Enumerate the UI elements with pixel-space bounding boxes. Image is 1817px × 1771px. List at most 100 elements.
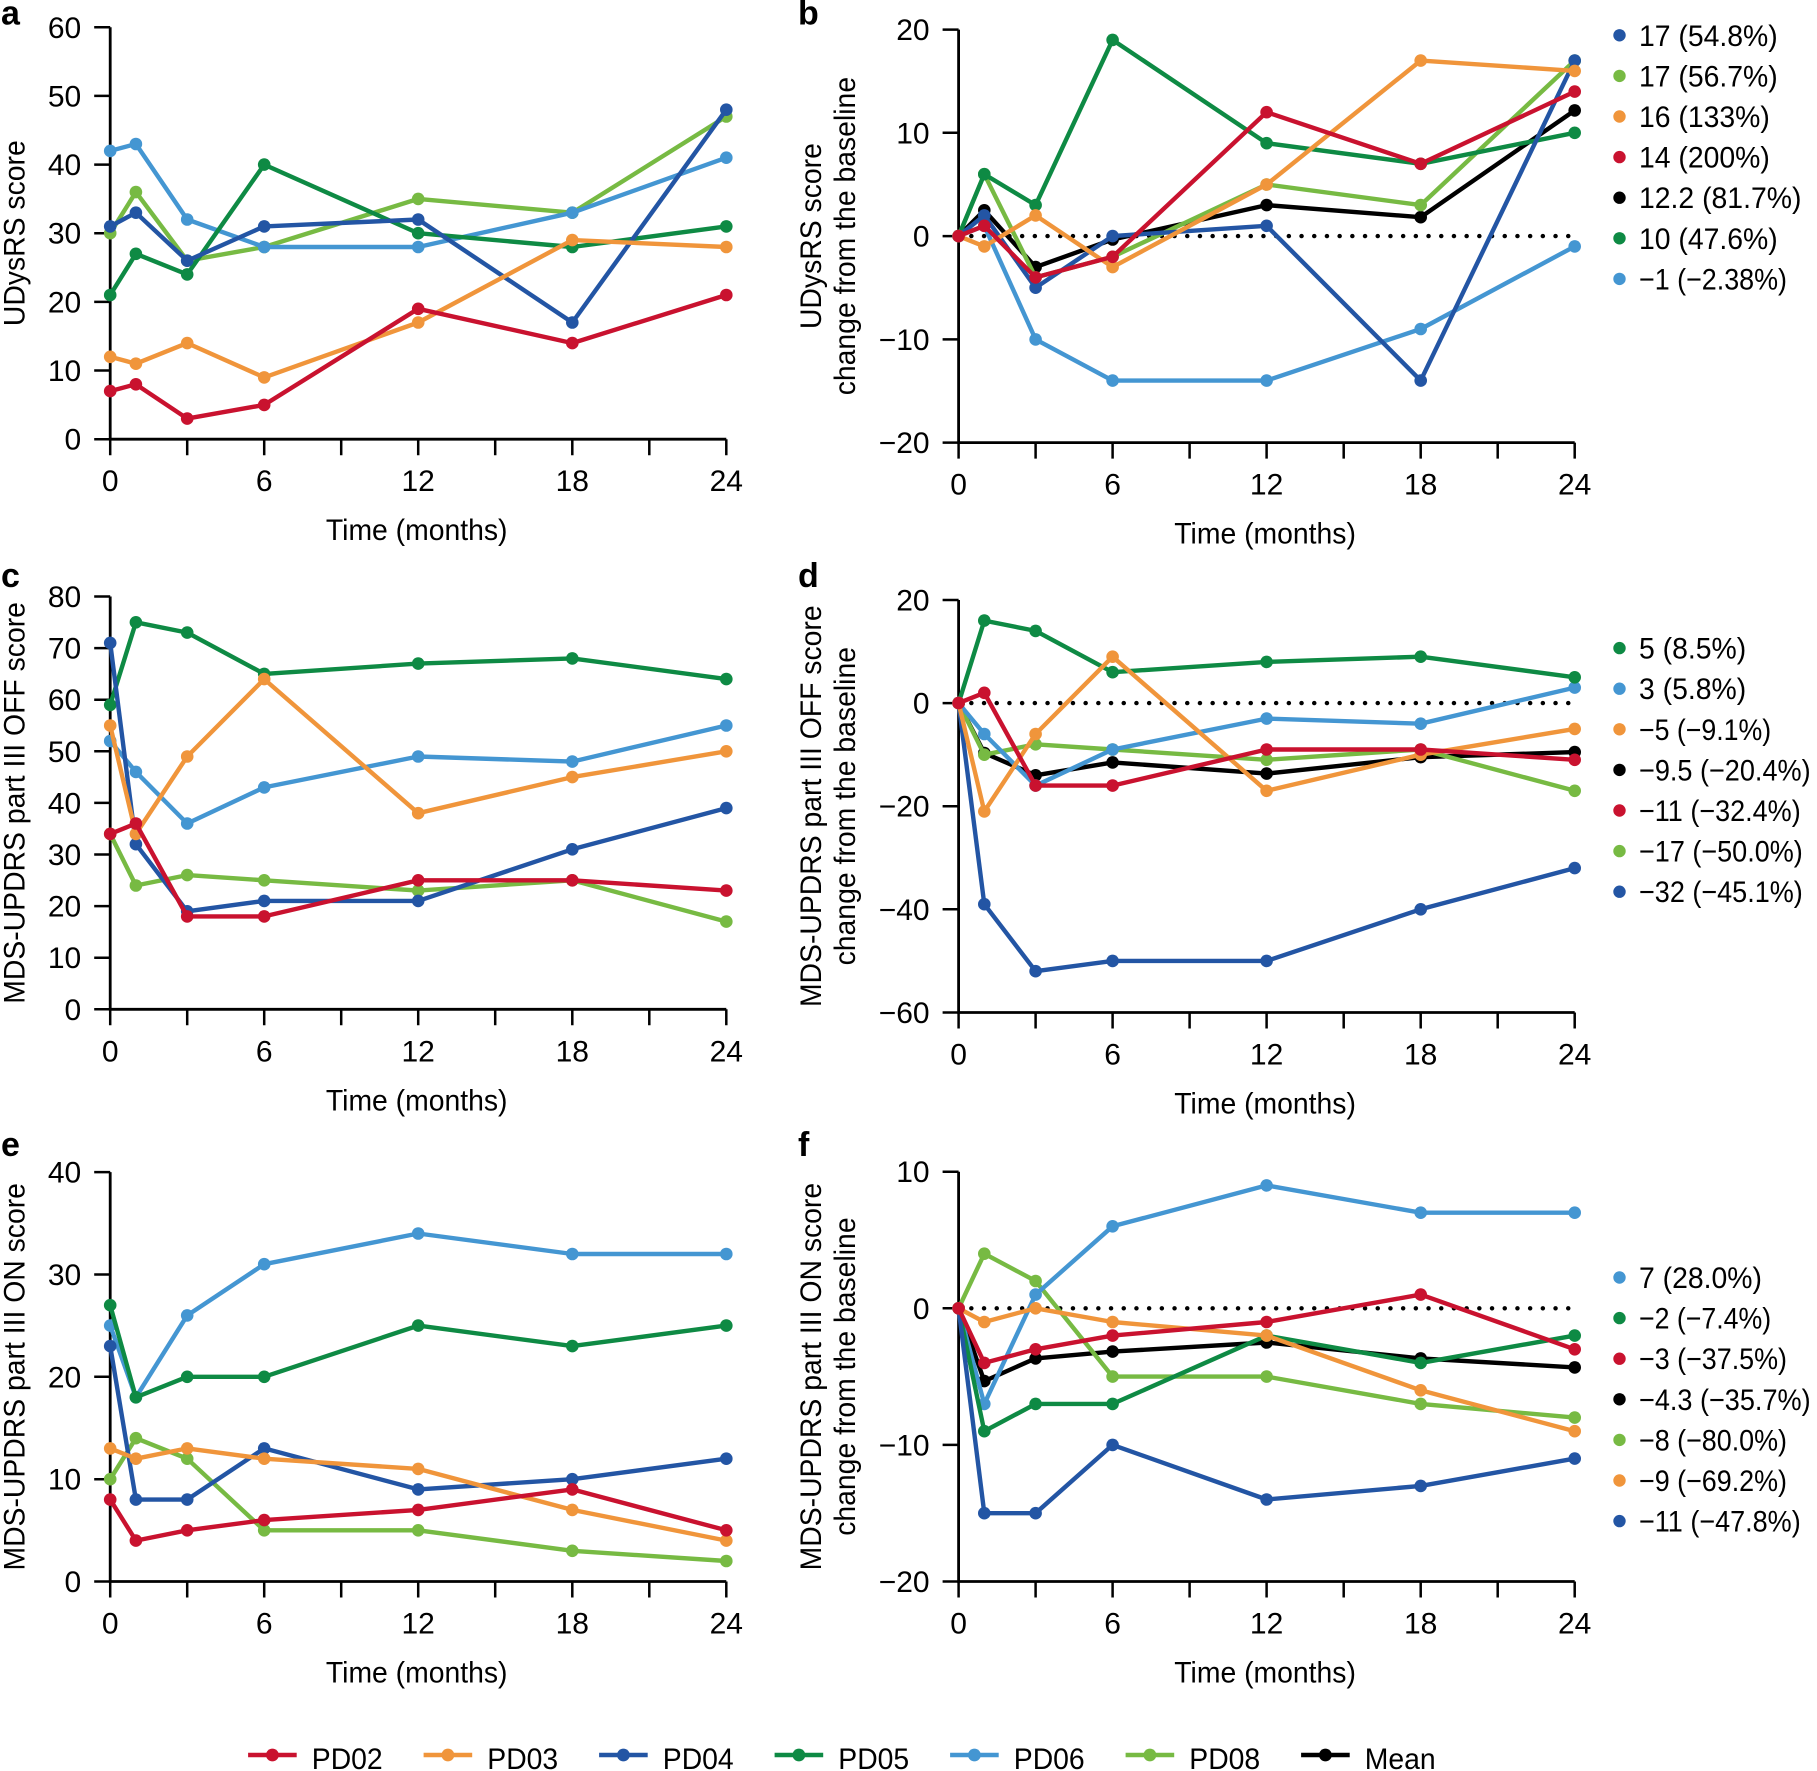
svg-text:30: 30 (48, 218, 81, 251)
svg-text:change from the baseline: change from the baseline (829, 647, 862, 965)
svg-text:24: 24 (710, 1035, 743, 1068)
svg-text:a: a (1, 0, 21, 32)
svg-text:0: 0 (65, 424, 82, 457)
svg-text:0: 0 (950, 469, 967, 502)
svg-text:0: 0 (102, 1608, 119, 1641)
svg-text:0: 0 (913, 688, 930, 721)
svg-text:18: 18 (1404, 469, 1437, 502)
svg-text:−11 (−47.8%): −11 (−47.8%) (1639, 1506, 1801, 1539)
svg-text:24: 24 (1558, 1608, 1591, 1641)
svg-text:40: 40 (48, 1157, 81, 1190)
svg-text:6: 6 (1104, 1608, 1121, 1641)
svg-text:17 (56.7%): 17 (56.7%) (1639, 60, 1778, 93)
svg-text:6: 6 (256, 1035, 273, 1068)
svg-text:PD02: PD02 (312, 1743, 383, 1771)
svg-text:MDS-UPDRS part III OFF score: MDS-UPDRS part III OFF score (0, 602, 32, 1004)
svg-text:Time (months): Time (months) (326, 514, 508, 547)
svg-text:0: 0 (950, 1608, 967, 1641)
svg-text:18: 18 (556, 1035, 589, 1068)
svg-text:−10: −10 (879, 324, 930, 357)
svg-text:Time (months): Time (months) (1174, 1657, 1356, 1690)
svg-text:Time (months): Time (months) (1174, 1088, 1356, 1121)
svg-text:24: 24 (710, 465, 743, 498)
svg-text:−40: −40 (879, 894, 930, 927)
svg-text:20: 20 (48, 891, 81, 924)
svg-text:20: 20 (48, 1361, 81, 1394)
svg-text:40: 40 (48, 149, 81, 182)
svg-text:6: 6 (1104, 1039, 1121, 1072)
svg-text:−17 (−50.0%): −17 (−50.0%) (1639, 836, 1803, 869)
svg-text:40: 40 (48, 787, 81, 820)
svg-text:e: e (1, 1126, 20, 1164)
svg-text:60: 60 (48, 12, 81, 45)
svg-text:5 (8.5%): 5 (8.5%) (1639, 633, 1746, 666)
svg-text:f: f (798, 1126, 810, 1164)
svg-text:24: 24 (710, 1608, 743, 1641)
svg-text:14 (200%): 14 (200%) (1639, 142, 1770, 175)
svg-text:10 (47.6%): 10 (47.6%) (1639, 223, 1778, 256)
svg-text:6: 6 (256, 1608, 273, 1641)
svg-text:10: 10 (48, 942, 81, 975)
svg-text:0: 0 (65, 1566, 82, 1599)
svg-text:Mean: Mean (1365, 1743, 1436, 1771)
svg-text:−9 (−69.2%): −9 (−69.2%) (1639, 1465, 1787, 1498)
svg-text:b: b (798, 0, 819, 32)
svg-text:d: d (798, 557, 819, 595)
svg-text:PD05: PD05 (838, 1743, 909, 1771)
svg-text:24: 24 (1558, 469, 1591, 502)
svg-text:17 (54.8%): 17 (54.8%) (1639, 20, 1778, 53)
svg-text:0: 0 (913, 221, 930, 254)
svg-text:−9.5 (−20.4%): −9.5 (−20.4%) (1639, 754, 1811, 787)
svg-text:12: 12 (402, 465, 435, 498)
svg-text:Time (months): Time (months) (326, 1084, 508, 1117)
svg-text:change from the baseline: change from the baseline (829, 77, 862, 395)
svg-text:18: 18 (556, 465, 589, 498)
svg-text:50: 50 (48, 80, 81, 113)
svg-text:0: 0 (913, 1293, 930, 1326)
svg-text:−2 (−7.4%): −2 (−7.4%) (1639, 1303, 1771, 1336)
svg-text:16 (133%): 16 (133%) (1639, 101, 1770, 134)
svg-text:18: 18 (556, 1608, 589, 1641)
svg-text:10: 10 (48, 1464, 81, 1497)
svg-text:−60: −60 (879, 997, 930, 1030)
svg-text:−20: −20 (879, 1566, 930, 1599)
svg-text:24: 24 (1558, 1039, 1591, 1072)
svg-text:−32 (−45.1%): −32 (−45.1%) (1639, 876, 1803, 909)
svg-text:Time (months): Time (months) (1174, 518, 1356, 551)
svg-text:12: 12 (1250, 469, 1283, 502)
svg-text:0: 0 (102, 465, 119, 498)
svg-text:18: 18 (1404, 1608, 1437, 1641)
svg-text:PD08: PD08 (1189, 1743, 1260, 1771)
svg-text:−20: −20 (879, 791, 930, 824)
svg-text:−1 (−2.38%): −1 (−2.38%) (1639, 263, 1787, 296)
svg-text:20: 20 (896, 14, 929, 47)
svg-text:−8 (−80.0%): −8 (−80.0%) (1639, 1424, 1787, 1457)
svg-text:30: 30 (48, 1259, 81, 1292)
svg-text:10: 10 (896, 1156, 929, 1189)
svg-text:30: 30 (48, 839, 81, 872)
svg-text:PD03: PD03 (487, 1743, 558, 1771)
svg-text:80: 80 (48, 581, 81, 614)
svg-text:0: 0 (950, 1039, 967, 1072)
svg-text:20: 20 (896, 585, 929, 618)
svg-text:10: 10 (896, 117, 929, 150)
svg-text:0: 0 (65, 994, 82, 1027)
svg-text:12: 12 (1250, 1608, 1283, 1641)
svg-text:MDS-UPDRS part III ON score: MDS-UPDRS part III ON score (0, 1183, 32, 1571)
svg-text:change from the baseline: change from the baseline (829, 1217, 862, 1535)
svg-text:18: 18 (1404, 1039, 1437, 1072)
svg-text:−11 (−32.4%): −11 (−32.4%) (1639, 795, 1801, 828)
svg-text:PD04: PD04 (663, 1743, 734, 1771)
svg-text:12: 12 (1250, 1039, 1283, 1072)
svg-text:50: 50 (48, 736, 81, 769)
svg-text:PD06: PD06 (1014, 1743, 1085, 1771)
svg-text:60: 60 (48, 684, 81, 717)
svg-text:70: 70 (48, 633, 81, 666)
svg-text:UDysRS score: UDysRS score (795, 143, 828, 329)
svg-text:−3 (−37.5%): −3 (−37.5%) (1639, 1343, 1787, 1376)
svg-text:MDS-UPDRS part III OFF score: MDS-UPDRS part III OFF score (795, 605, 828, 1007)
svg-text:c: c (1, 557, 20, 595)
svg-text:12.2 (81.7%): 12.2 (81.7%) (1639, 182, 1801, 215)
svg-text:−4.3 (−35.7%): −4.3 (−35.7%) (1639, 1384, 1811, 1417)
svg-text:6: 6 (256, 465, 273, 498)
